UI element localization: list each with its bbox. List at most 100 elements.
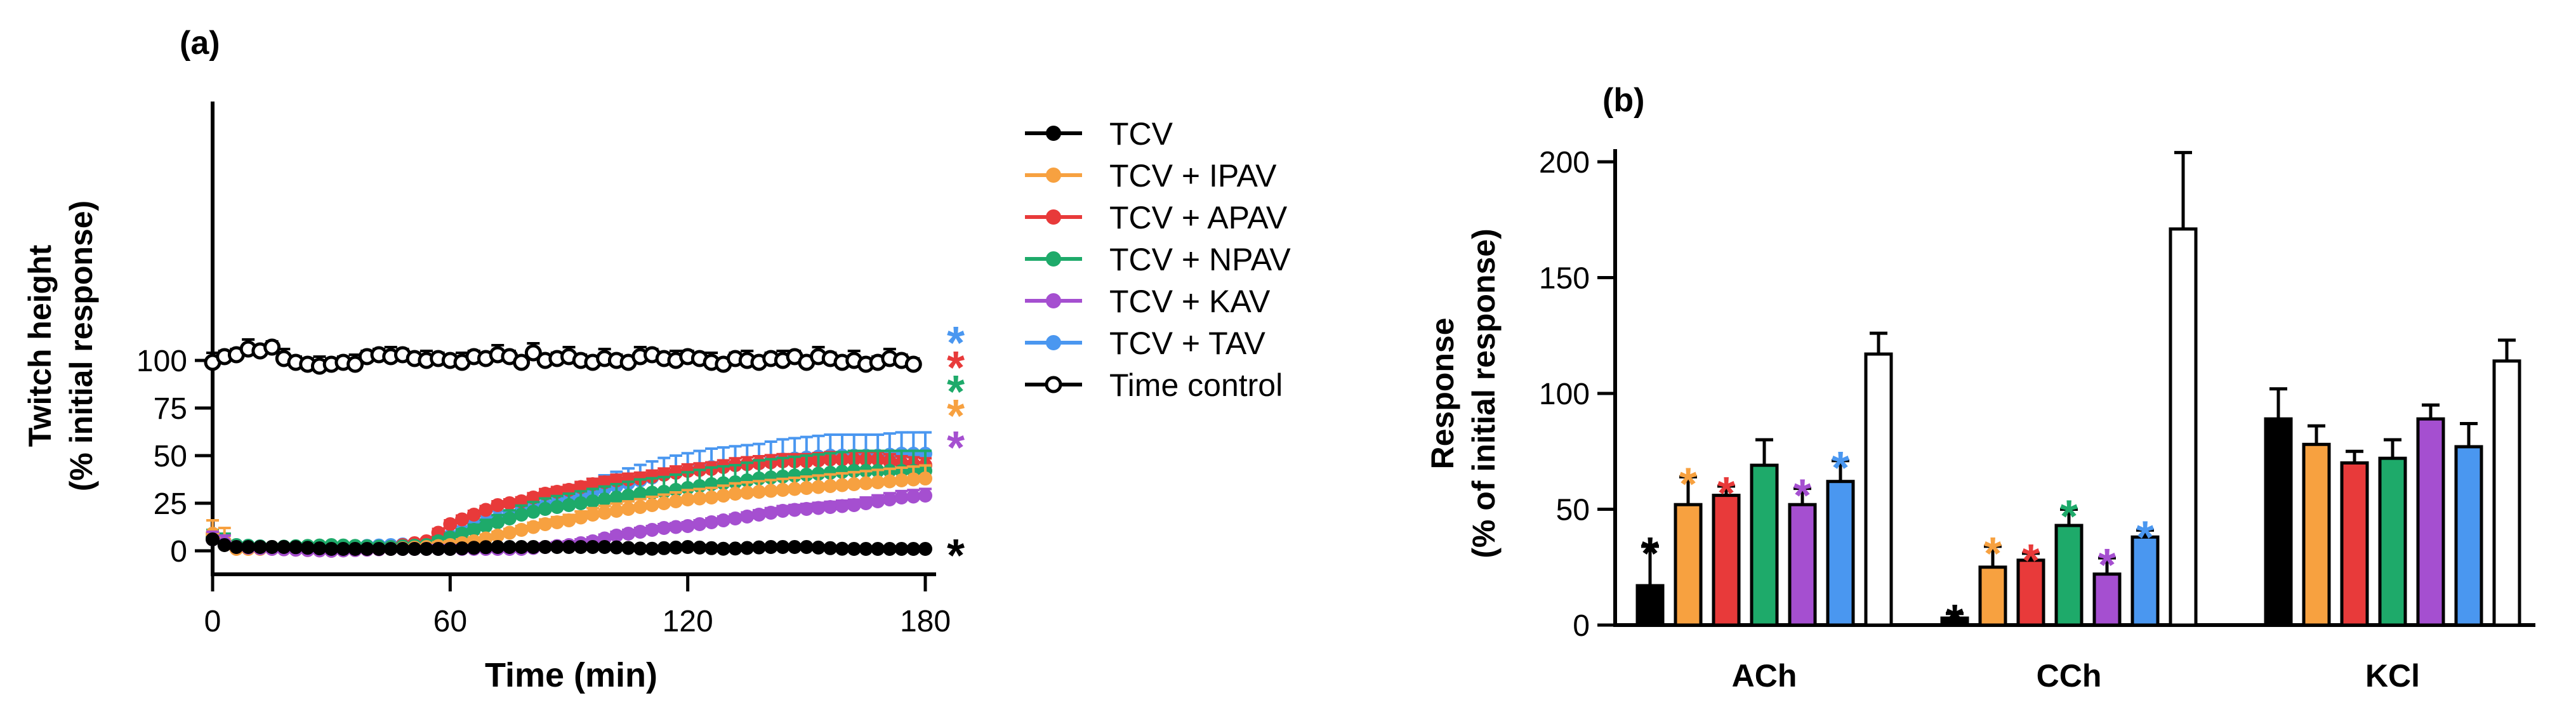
data-point [763,484,778,498]
panel-b: (b) Response (% of initial response) 0 50… [1425,82,2535,694]
data-point [763,540,778,554]
bar [1864,352,1893,627]
panel-a-ylabel-line1: Twitch height [22,244,58,447]
data-point [502,511,517,525]
data-point [455,541,470,556]
bar [2416,417,2445,627]
data-point [526,504,541,519]
panel-a-xlabel: Time (min) [485,656,657,694]
data-point [776,483,790,497]
data-point [918,471,932,485]
data-point [882,542,897,556]
panel-b-category-labels: ACh CCh KCl [1732,658,2420,694]
panel-a-legend: TCV TCV + IPAV TCV + APAV TCV + NPAV TCV + K… [1025,116,1291,403]
significance-star: * [1984,529,2002,579]
data-point [443,542,458,556]
significance-star: * [947,391,965,442]
data-point [740,485,755,500]
significance-star: * [2022,536,2040,586]
data-point [716,489,730,503]
data-point [847,498,861,512]
bar [2302,442,2331,627]
bar [1712,494,1741,627]
panel-a-ylabel-line2: (% initial response) [63,201,99,491]
legend-item: TCV + IPAV [1025,158,1277,194]
data-point [466,508,481,522]
legend-item: TCV + TAV [1025,326,1266,361]
bar [2264,417,2293,627]
bar [1940,616,1969,627]
series-time-control [204,338,922,375]
data-point [751,540,766,555]
bar-group-ach: * * * * * [1635,331,1893,627]
data-point [704,491,719,504]
data-point [491,540,505,554]
data-point [704,515,719,529]
legend-label: TCV + NPAV [1109,242,1291,277]
significance-star: * [947,531,965,581]
data-point [823,500,838,514]
data-point [894,473,909,487]
data-point [621,541,636,555]
legend-label: Time control [1109,367,1283,403]
data-point [289,540,303,555]
data-point [217,538,232,552]
legend-item: TCV + KAV [1025,284,1271,319]
y-tick-label: 200 [1539,146,1590,180]
data-point [526,540,541,554]
data-point [621,502,636,516]
data-point [728,541,743,556]
data-point [597,540,612,554]
data-point [241,540,256,554]
data-point [788,540,802,554]
data-point [609,540,624,555]
data-point [871,494,885,508]
bar [1826,480,1855,627]
bar [2016,558,2045,627]
data-point [574,540,588,554]
data-point [431,542,446,556]
data-point [835,499,849,513]
panel-b-label: (b) [1602,82,1644,119]
data-point [502,496,517,510]
data-point [918,542,932,556]
data-point [799,540,814,554]
data-point [277,540,291,554]
data-point [407,542,422,556]
data-point [657,496,671,510]
data-point [347,355,364,373]
significance-star: * [2136,512,2154,563]
significance-star: * [947,318,965,369]
data-point [502,540,517,554]
legend-marker [1046,251,1061,267]
data-point [740,541,755,555]
significance-star: * [1793,471,1811,522]
legend-marker [1046,293,1061,308]
data-point [799,481,814,495]
data-point [491,498,505,512]
data-point [645,541,659,556]
data-point [680,519,695,533]
data-point [894,542,909,556]
data-point [513,353,531,371]
legend-label: TCV + TAV [1109,326,1266,361]
data-point [882,474,897,489]
panel-a-plot-area [204,338,932,558]
data-point [633,525,647,539]
data-point [776,540,790,554]
panel-a-label: (a) [180,25,220,62]
bar [2454,445,2483,627]
data-point [524,344,542,362]
data-point [550,500,564,514]
data-point [229,540,244,554]
significance-star: * [947,423,965,473]
significance-star: * [2060,492,2078,543]
data-point [633,541,647,556]
legend-marker [1046,335,1061,350]
data-point [835,478,849,492]
data-point [811,501,826,515]
category-label: KCl [2365,658,2420,694]
x-tick-label: 120 [663,605,713,638]
data-point [348,542,362,556]
legend-label: TCV [1109,116,1173,152]
